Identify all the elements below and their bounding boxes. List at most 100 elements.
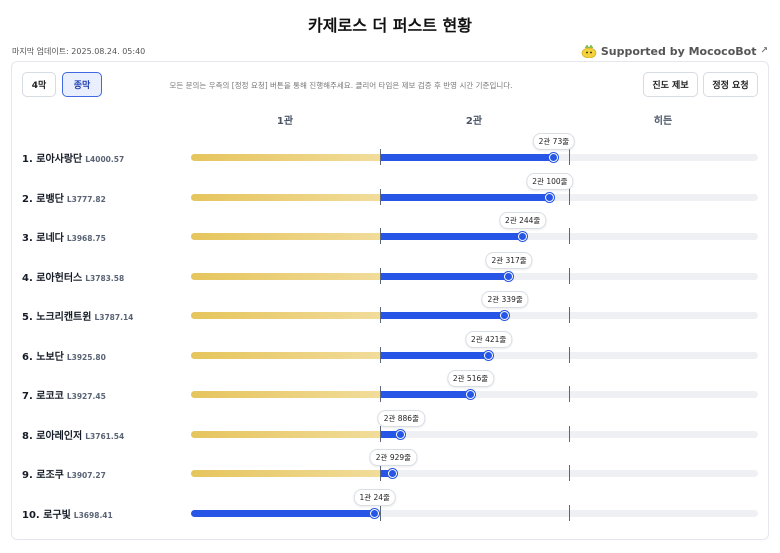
gate-divider (380, 504, 381, 521)
progress-track: 2관 100줄 (191, 172, 758, 205)
gate-divider (569, 307, 570, 323)
guild-level: L3907.27 (66, 471, 106, 480)
progress-track: 2관 244줄 (191, 212, 758, 244)
progress-marker[interactable] (504, 271, 514, 281)
guild-name: 1. 로아사랑단 (22, 154, 83, 165)
progress-marker[interactable] (483, 350, 493, 360)
guild-name: 5. 노크리캔트윈 (22, 312, 92, 323)
gate-divider (569, 346, 570, 363)
progress-tooltip: 1관 24줄 (353, 488, 396, 506)
gate2-progress-bar (380, 391, 471, 398)
column-gate-1: 1관 (276, 116, 294, 127)
gate-divider (569, 465, 570, 481)
gate-divider (569, 188, 570, 205)
progress-marker[interactable] (544, 192, 554, 202)
column-gate-2: 2관 (465, 116, 483, 127)
guild-row-label: 3. 로네다 L3968.75 (22, 229, 106, 244)
gate1-cleared-bar (191, 233, 380, 240)
guild-level: L3927.45 (66, 392, 106, 401)
gate2-progress-bar (380, 312, 506, 319)
gate2-progress-bar (380, 430, 402, 438)
guild-name: 7. 로코코 (22, 391, 64, 402)
last-updated: 마지막 업데이트: 2025.08.24. 05:40 (12, 47, 146, 56)
gate-divider (380, 228, 381, 244)
guild-row-label: 7. 로코코 L3927.45 (22, 387, 106, 402)
column-hidden: 히든 (653, 116, 673, 127)
progress-marker[interactable] (465, 390, 475, 399)
gate1-cleared-bar (191, 391, 380, 398)
progress-tooltip: 2관 339줄 (481, 291, 529, 308)
gate-divider (569, 149, 570, 165)
supported-by-text: Supported by MococoBot (600, 44, 757, 58)
guild-level: L3783.58 (85, 273, 125, 283)
external-link-icon: ↗ (760, 46, 768, 56)
gate1-cleared-bar (191, 312, 380, 319)
guild-name: 6. 노보단 (22, 351, 64, 363)
progress-tooltip: 2관 100줄 (526, 172, 574, 190)
guild-name: 9. 로조쿠 (22, 470, 64, 481)
gate-divider (380, 267, 381, 284)
gate-divider (569, 267, 570, 284)
tab-final-act[interactable]: 종막 (62, 72, 102, 97)
progress-track: 2관 339줄 (191, 291, 758, 323)
tab-act4[interactable]: 4막 (22, 72, 56, 97)
progress-track: 2관 73줄 (191, 133, 758, 165)
guild-level: L4000.57 (85, 155, 125, 164)
progress-marker[interactable] (396, 429, 406, 439)
guild-level: L3787.14 (94, 313, 134, 322)
progress-marker[interactable] (388, 469, 398, 478)
guild-row-label: 8. 로아레인저 L3761.54 (22, 427, 124, 442)
gate1-cleared-bar (191, 351, 380, 359)
gate1-cleared-bar (191, 470, 380, 477)
gate1-cleared-bar (191, 272, 380, 280)
gate-divider (380, 386, 381, 402)
progress-track: 2관 886줄 (191, 409, 758, 442)
progress-tooltip: 2관 516줄 (446, 370, 495, 387)
gate2-progress-bar (380, 470, 394, 477)
gate-divider (380, 307, 381, 323)
gate2-progress-bar (380, 193, 550, 201)
progress-marker[interactable] (369, 508, 379, 518)
progress-card (11, 61, 769, 540)
gate2-progress-bar (380, 154, 554, 161)
gate2-progress-bar (380, 351, 489, 359)
progress-marker[interactable] (517, 232, 527, 241)
gate-divider (380, 149, 381, 165)
progress-marker[interactable] (500, 311, 510, 320)
gate1-cleared-bar (191, 193, 380, 201)
report-progress-button[interactable]: 진도 제보 (643, 72, 698, 97)
guild-level: L3968.75 (66, 234, 106, 243)
progress-tooltip: 2관 886줄 (377, 409, 425, 427)
notice-text: 모든 문의는 우측의 [정정 요청] 버튼을 통해 진행해주세요. 클리어 타임… (169, 81, 513, 90)
progress-marker[interactable] (548, 153, 558, 162)
guild-row-label: 1. 로아사랑단 L4000.57 (22, 150, 124, 165)
guild-level: L3698.41 (73, 510, 113, 520)
gate-divider (380, 465, 381, 481)
gate1-cleared-bar (191, 154, 380, 161)
guild-name: 2. 로뱅단 (22, 193, 64, 205)
progress-track: 2관 929줄 (191, 449, 758, 481)
gate1-cleared-bar (191, 430, 380, 438)
progress-track: 2관 317줄 (191, 251, 758, 284)
gate-divider (380, 346, 381, 363)
guild-row-label: 6. 노보단 L3925.80 (22, 348, 106, 363)
guild-row-label: 5. 노크리캔트윈 L3787.14 (22, 308, 133, 323)
guild-name: 3. 로네다 (22, 233, 64, 244)
guild-level: L3925.80 (66, 352, 106, 362)
guild-row-label: 2. 로뱅단 L3777.82 (22, 190, 106, 205)
guild-row-label: 9. 로조쿠 L3907.27 (22, 466, 106, 481)
gate2-progress-bar (380, 272, 510, 280)
progress-tooltip: 2관 421줄 (465, 330, 513, 348)
guild-level: L3777.82 (66, 194, 106, 204)
correction-request-button[interactable]: 정정 요청 (703, 72, 758, 97)
supported-by-link[interactable]: Supported by MococoBot ↗ (581, 44, 768, 58)
page-title: 카제로스 더 퍼스트 현황 (308, 16, 472, 35)
gate-divider (569, 425, 570, 442)
progress-tooltip: 2관 317줄 (485, 251, 533, 269)
progress-track: 2관 421줄 (191, 330, 758, 363)
progress-tooltip: 2관 929줄 (369, 449, 418, 466)
guild-name: 8. 로아레인저 (22, 430, 83, 442)
guild-name: 4. 로아헌터스 (22, 272, 83, 284)
gate-divider (569, 228, 570, 244)
progress-tooltip: 2관 244줄 (499, 212, 547, 229)
